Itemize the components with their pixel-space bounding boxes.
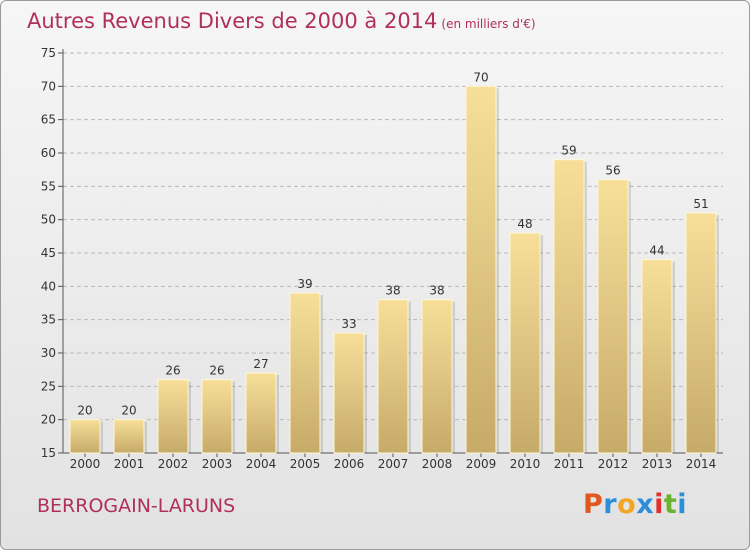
x-tick-label: 2009: [466, 457, 497, 471]
y-tick-label: 20: [41, 413, 56, 427]
y-tick-label: 35: [41, 313, 56, 327]
bar: [509, 232, 541, 454]
x-tick-label: 2013: [642, 457, 673, 471]
bar-value-label: 44: [649, 244, 664, 258]
proxiti-logo: Proxiti: [583, 489, 687, 520]
bar-value-label: 20: [77, 404, 92, 418]
logo-letter: i: [677, 489, 688, 520]
bar: [69, 419, 101, 454]
bar-value-label: 33: [341, 317, 356, 331]
bar-value-label: 26: [165, 364, 180, 378]
x-tick-label: 2001: [114, 457, 145, 471]
bar: [641, 259, 673, 454]
bar-value-label: 59: [561, 144, 576, 158]
x-tick-label: 2003: [202, 457, 233, 471]
y-tick-label: 60: [41, 146, 56, 160]
x-tick-label: 2002: [158, 457, 189, 471]
x-tick-label: 2005: [290, 457, 321, 471]
y-tick-label: 45: [41, 246, 56, 260]
bar: [333, 332, 365, 454]
bars: [69, 85, 719, 454]
y-tick-label: 30: [41, 346, 56, 360]
chart-title: Autres Revenus Divers de 2000 à 2014 (en …: [27, 9, 536, 33]
bar: [289, 292, 321, 454]
bar: [113, 419, 145, 454]
y-tick-label: 25: [41, 379, 56, 393]
y-tick-label: 70: [41, 79, 56, 93]
x-tick-label: 2008: [422, 457, 453, 471]
x-tick-label: 2000: [70, 457, 101, 471]
bar: [685, 212, 717, 454]
bar: [465, 85, 497, 454]
bar: [553, 159, 585, 454]
x-tick-label: 2007: [378, 457, 409, 471]
y-tick-label: 50: [41, 213, 56, 227]
logo-letter: t: [663, 489, 678, 520]
place-name: BERROGAIN-LARUNS: [37, 495, 236, 517]
logo-letter: o: [617, 489, 637, 520]
bar-value-label: 20: [121, 404, 136, 418]
y-tick-label: 65: [41, 113, 56, 127]
chart-title-text: Autres Revenus Divers de 2000 à 2014: [27, 9, 438, 33]
bar-value-label: 26: [209, 364, 224, 378]
bar-value-label: 39: [297, 277, 312, 291]
logo-letter: i: [654, 489, 664, 520]
logo-letter: x: [636, 489, 655, 520]
x-tick-label: 2014: [686, 457, 717, 471]
logo-letter: P: [583, 489, 604, 520]
y-tick-label: 40: [41, 279, 56, 293]
bar: [421, 299, 453, 454]
y-tick-label: 15: [41, 446, 56, 460]
bar-value-label: 51: [693, 197, 708, 211]
bar: [597, 179, 629, 454]
labels: 15 20 25 30 35 40 45 50 55 60 65 70 75 20 2000 20 2001 26…: [41, 46, 717, 471]
bar: [157, 379, 189, 454]
chart-unit: (en milliers d'€): [441, 17, 536, 31]
bar: [201, 379, 233, 454]
bar-value-label: 48: [517, 217, 532, 231]
bar-value-label: 38: [429, 284, 444, 298]
bar-value-label: 27: [253, 357, 268, 371]
bar: [377, 299, 409, 454]
x-tick-label: 2010: [510, 457, 541, 471]
bar-value-label: 38: [385, 284, 400, 298]
x-tick-label: 2004: [246, 457, 277, 471]
y-tick-label: 55: [41, 179, 56, 193]
x-tick-label: 2006: [334, 457, 365, 471]
x-tick-label: 2012: [598, 457, 629, 471]
x-tick-label: 2011: [554, 457, 585, 471]
bar-value-label: 56: [605, 164, 620, 178]
logo-letter: r: [603, 489, 618, 520]
bar-value-label: 70: [473, 70, 488, 84]
bar: [245, 372, 277, 454]
y-tick-label: 75: [41, 46, 56, 60]
